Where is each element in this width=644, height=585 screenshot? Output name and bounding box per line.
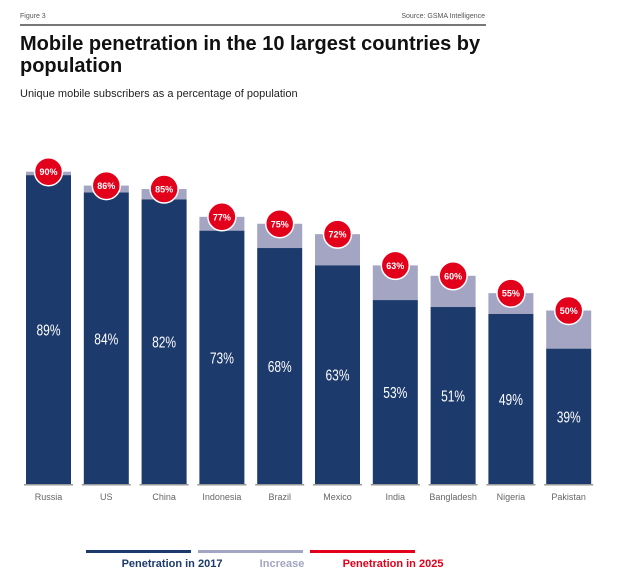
category-label: Nigeria bbox=[497, 492, 526, 502]
penetration-2025-marker bbox=[149, 174, 179, 204]
penetration-2017-bar bbox=[199, 230, 245, 484]
baseline bbox=[139, 484, 189, 486]
category-label: China bbox=[152, 492, 176, 502]
baseline bbox=[544, 484, 594, 486]
value-label-2017: 51% bbox=[441, 387, 465, 405]
value-label-2025: 55% bbox=[502, 289, 520, 299]
penetration-2017-bar bbox=[430, 307, 476, 484]
penetration-2025-marker bbox=[207, 202, 237, 232]
category-label: US bbox=[100, 492, 113, 502]
chart-title: Mobile penetration in the 10 largest cou… bbox=[20, 33, 481, 77]
baseline bbox=[370, 484, 420, 486]
value-label-2025: 85% bbox=[155, 185, 173, 195]
category-label: Mexico bbox=[323, 492, 352, 502]
legend-swatch bbox=[86, 550, 191, 553]
value-label-2017: 84% bbox=[94, 330, 118, 348]
value-label-2017: 53% bbox=[383, 383, 407, 401]
category-label: Brazil bbox=[268, 492, 291, 502]
legend-label: Penetration in 2017 bbox=[122, 558, 223, 570]
penetration-2017-bar bbox=[26, 175, 71, 485]
category-label: Russia bbox=[35, 492, 63, 502]
penetration-2025-marker bbox=[496, 278, 526, 308]
value-label-2017: 63% bbox=[326, 366, 350, 384]
penetration-2017-bar bbox=[546, 348, 592, 484]
value-label-2017: 68% bbox=[268, 357, 292, 375]
category-label: Pakistan bbox=[551, 492, 586, 502]
value-label-2025: 72% bbox=[328, 230, 346, 240]
penetration-2017-bar bbox=[488, 313, 534, 484]
penetration-2025-marker bbox=[380, 250, 411, 281]
penetration-2017-bar bbox=[315, 265, 360, 484]
legend-label: Increase bbox=[260, 558, 305, 570]
value-label-2017: 82% bbox=[152, 333, 176, 351]
baseline bbox=[428, 484, 478, 486]
legend-label: Penetration in 2025 bbox=[343, 558, 444, 570]
value-label-2025: 50% bbox=[560, 306, 578, 316]
baseline bbox=[255, 484, 305, 486]
value-label-2017: 73% bbox=[210, 349, 234, 367]
baseline bbox=[486, 484, 536, 486]
penetration-2017-bar bbox=[141, 199, 187, 484]
baseline bbox=[197, 484, 247, 486]
penetration-2025-marker bbox=[91, 170, 122, 201]
penetration-2017-bar bbox=[372, 300, 418, 484]
chart-subtitle: Unique mobile subscribers as a percentag… bbox=[20, 88, 298, 100]
value-label-2017: 89% bbox=[37, 321, 61, 339]
penetration-2025-marker bbox=[33, 156, 64, 187]
value-label-2025: 60% bbox=[444, 271, 462, 281]
penetration-2025-marker bbox=[322, 219, 353, 249]
penetration-2017-bar bbox=[83, 192, 129, 484]
value-label-2025: 90% bbox=[39, 167, 57, 177]
value-label-2025: 77% bbox=[213, 212, 231, 222]
source-label: Source: GSMA Intelligence bbox=[401, 13, 485, 20]
category-label: Bangladesh bbox=[429, 492, 477, 502]
header-rule bbox=[20, 24, 486, 26]
value-label-2017: 49% bbox=[499, 390, 523, 408]
value-label-2017: 39% bbox=[557, 408, 581, 426]
penetration-2025-marker bbox=[553, 295, 584, 326]
category-label: India bbox=[386, 492, 406, 502]
baseline bbox=[24, 484, 73, 486]
category-label: Indonesia bbox=[202, 492, 241, 502]
penetration-2017-bar bbox=[257, 248, 303, 484]
value-label-2025: 75% bbox=[271, 219, 289, 229]
penetration-2025-marker bbox=[438, 261, 468, 291]
value-label-2025: 86% bbox=[97, 181, 115, 191]
penetration-2025-marker bbox=[264, 209, 295, 239]
baseline bbox=[313, 484, 362, 486]
legend-swatch bbox=[198, 550, 303, 553]
figure-label: Figure 3 bbox=[20, 13, 46, 20]
baseline bbox=[81, 484, 131, 486]
value-label-2025: 63% bbox=[386, 261, 404, 271]
legend-swatch bbox=[310, 550, 415, 553]
